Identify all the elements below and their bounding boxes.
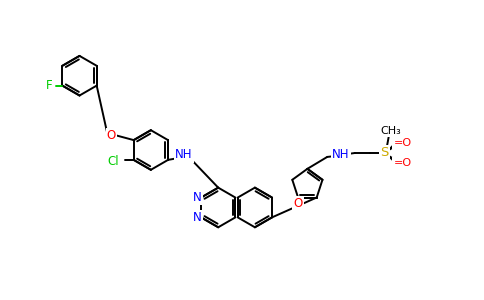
Text: N: N [193, 191, 201, 204]
Text: =O: =O [393, 138, 411, 148]
Text: O: O [293, 197, 302, 210]
Text: NH: NH [175, 148, 193, 161]
Text: Cl: Cl [107, 155, 119, 168]
Text: N: N [193, 211, 201, 224]
Text: =O: =O [393, 158, 411, 168]
Text: S: S [380, 146, 389, 160]
Text: CH₃: CH₃ [380, 126, 401, 136]
Text: O: O [106, 129, 116, 142]
Text: F: F [46, 79, 53, 92]
Text: NH: NH [333, 148, 350, 161]
